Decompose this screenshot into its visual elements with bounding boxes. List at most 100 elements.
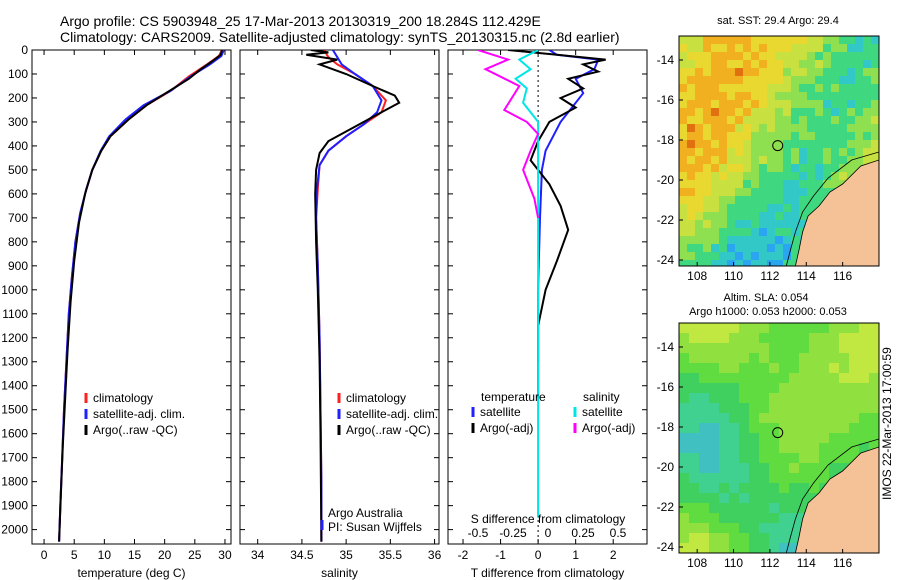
map-cell (727, 36, 736, 45)
map-cell (829, 363, 840, 374)
map-cell (799, 204, 808, 213)
map-cell (759, 353, 770, 364)
map-cell (769, 373, 780, 384)
map-cell (759, 212, 768, 221)
map-cell (775, 204, 784, 213)
map-cell (789, 323, 800, 334)
map-cell (749, 343, 760, 354)
map-cell (711, 76, 720, 85)
map-cell (719, 148, 728, 157)
map-cell (829, 403, 840, 414)
map-cell (759, 543, 770, 553)
map-cell (743, 60, 752, 69)
map-cell (779, 323, 790, 334)
map-cell (689, 483, 700, 494)
map-cell (863, 92, 872, 101)
map-cell (679, 373, 690, 384)
map-cell (735, 164, 744, 173)
map-cell (863, 36, 872, 45)
map-cell (751, 228, 760, 237)
map-cell (709, 543, 720, 553)
plot-frame (239, 49, 440, 545)
map-cell (749, 493, 760, 504)
map-cell (679, 236, 688, 245)
map-cell (869, 323, 879, 334)
map-cell (807, 156, 816, 165)
map-cell (703, 84, 712, 93)
map-cell (695, 228, 704, 237)
map-cell (719, 36, 728, 45)
map-cell (871, 44, 879, 53)
map-cell (759, 44, 768, 53)
y-tick-label: 2000 (1, 523, 28, 537)
map-cell (863, 68, 872, 77)
map-cell (699, 523, 710, 534)
map-cell (783, 220, 792, 229)
map-cell (829, 423, 840, 434)
map-cell (709, 373, 720, 384)
x-tick-label: 35.5 (379, 548, 403, 562)
map-cell (749, 393, 760, 404)
map-cell (831, 76, 840, 85)
map-cell (689, 493, 700, 504)
map-cell (687, 108, 696, 117)
map-cell (779, 413, 790, 424)
map-subtitle: Argo h1000: 0.053 h2000: 0.053 (689, 306, 847, 318)
map-cell (727, 212, 736, 221)
map-cell (719, 92, 728, 101)
map-cell (735, 172, 744, 181)
map-cell (687, 44, 696, 53)
map-cell (735, 52, 744, 61)
x-tick-label: 5 (71, 548, 78, 562)
y-tick-label: 400 (8, 139, 28, 153)
map-cell (711, 116, 720, 125)
map-cell (719, 220, 728, 229)
map-cell (809, 353, 820, 364)
map-cell (799, 196, 808, 205)
map-cell (759, 252, 768, 261)
map-cell (749, 513, 760, 524)
map-cell (829, 333, 840, 344)
map-cell (689, 343, 700, 354)
map-cell (709, 383, 720, 394)
map-cell (759, 244, 768, 253)
map-cell (709, 493, 720, 504)
map-cell (783, 172, 792, 181)
secondary-axis-label: S difference from climatology (471, 512, 626, 526)
map-cell (729, 353, 740, 364)
map-cell (791, 36, 800, 45)
map-cell (839, 423, 850, 434)
map-cell (679, 108, 688, 117)
map-cell (839, 343, 850, 354)
series-group (477, 50, 606, 544)
series-line-3 (477, 50, 540, 219)
map-cell (743, 52, 752, 61)
map-cell (849, 373, 860, 384)
map-cell (791, 220, 800, 229)
map-cell (743, 44, 752, 53)
map-cell (807, 44, 816, 53)
map-cell (791, 212, 800, 221)
map-cell (735, 60, 744, 69)
map-cell (759, 373, 770, 384)
map-cell (711, 100, 720, 109)
map-cell (695, 76, 704, 85)
map-cell (807, 92, 816, 101)
map-cell (871, 132, 879, 141)
map-cell (807, 116, 816, 125)
map-cell (759, 513, 770, 524)
map-cell (767, 172, 776, 181)
map-cell (869, 343, 879, 354)
map-cell (751, 212, 760, 221)
map-cell (695, 124, 704, 133)
map-cell (799, 60, 808, 69)
x-tick-label: 108 (687, 556, 707, 570)
legend-title-temperature: temperature (481, 390, 546, 404)
map-cell (679, 513, 690, 524)
map-cell (855, 140, 864, 149)
map-cell (775, 172, 784, 181)
map-cell (759, 413, 770, 424)
map-cell (783, 156, 792, 165)
map-cell (839, 463, 850, 474)
map-cell (759, 140, 768, 149)
